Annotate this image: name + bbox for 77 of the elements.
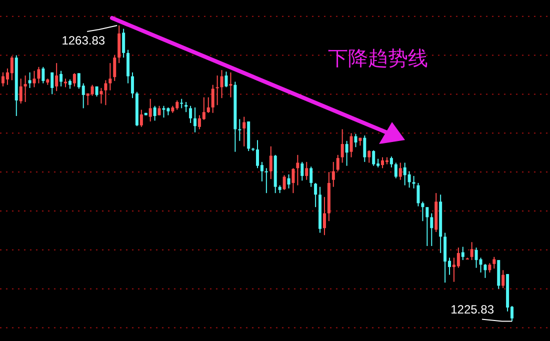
candlestick [398,162,402,180]
candlestick [37,66,40,84]
candlestick [381,156,384,169]
candlestick [421,201,424,222]
candlestick [55,62,58,92]
candlestick [229,72,232,98]
candlestick [211,84,214,114]
candlestick [264,168,268,194]
annotation: 1263.83 [62,33,106,48]
candlestick [184,101,188,113]
candlestick [100,87,103,104]
candlestick [502,270,505,289]
candlestick [282,174,286,190]
candlestick [430,212,434,247]
candlestick [340,128,344,164]
candlestick [287,174,290,189]
candlestick [50,72,54,95]
candlestick [10,56,14,81]
candlestick [269,146,272,180]
candlestick [332,161,335,188]
candlestick [193,106,196,133]
candlestick [113,54,116,82]
candlestick [153,105,156,122]
candlestick [394,162,398,179]
candlestick [180,98,184,109]
candlestick [390,156,393,168]
candlestick [350,132,353,158]
candlestick [68,78,72,90]
candlestick [206,96,210,114]
candlestick [461,246,464,261]
candlestick [488,262,492,273]
candlestick [130,72,134,99]
candlestick [354,133,358,148]
candlestick [42,66,45,84]
candlestick [345,140,348,166]
candlestick [28,72,32,88]
candlestick [322,196,326,236]
candlestick [492,256,496,270]
candlestick [108,62,112,91]
candlestick [296,154,300,186]
candlestick [60,70,63,87]
candlestick [484,263,487,278]
candlestick [189,105,192,124]
candlestick [32,70,36,88]
candlestick [412,175,416,189]
candlestick [238,118,242,142]
candlestick [90,84,94,96]
candlestick [426,206,429,247]
candlestick [314,182,318,208]
candlestick [72,72,76,87]
candlestick [363,134,366,162]
candlestick [368,150,371,164]
candlestick [372,150,376,166]
candlestick [310,166,313,188]
candlestick [19,78,22,104]
candlestick [292,168,295,194]
candlestick [336,154,340,172]
candlestick [148,98,152,122]
candlestick [416,182,420,207]
candlestick [224,71,228,88]
candlestick [126,49,130,84]
candlestick [104,80,108,106]
candlestick [220,70,224,99]
candlestick [162,105,166,118]
candlestick [24,75,27,102]
candlestick [140,109,143,128]
candlestick [408,170,411,188]
candlestick [300,161,304,182]
candlestick [242,116,246,147]
annotation: 下降趋势线 [328,46,428,70]
candlestick [470,242,474,261]
candlestick [305,161,308,180]
candlestick [456,247,460,268]
candlestick [216,75,219,106]
candlestick [474,247,478,268]
candlestick [122,28,126,58]
annotation: 1225.83 [450,302,494,316]
